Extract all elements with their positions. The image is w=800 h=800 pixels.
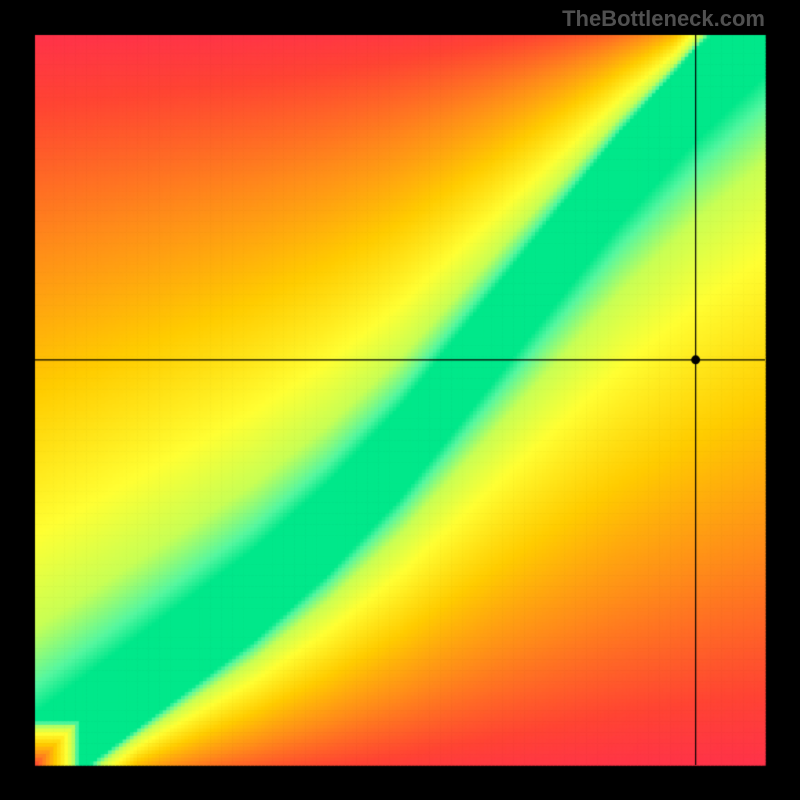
chart-container: TheBottleneck.com (0, 0, 800, 800)
watermark-text: TheBottleneck.com (562, 6, 765, 32)
bottleneck-heatmap (0, 0, 800, 800)
